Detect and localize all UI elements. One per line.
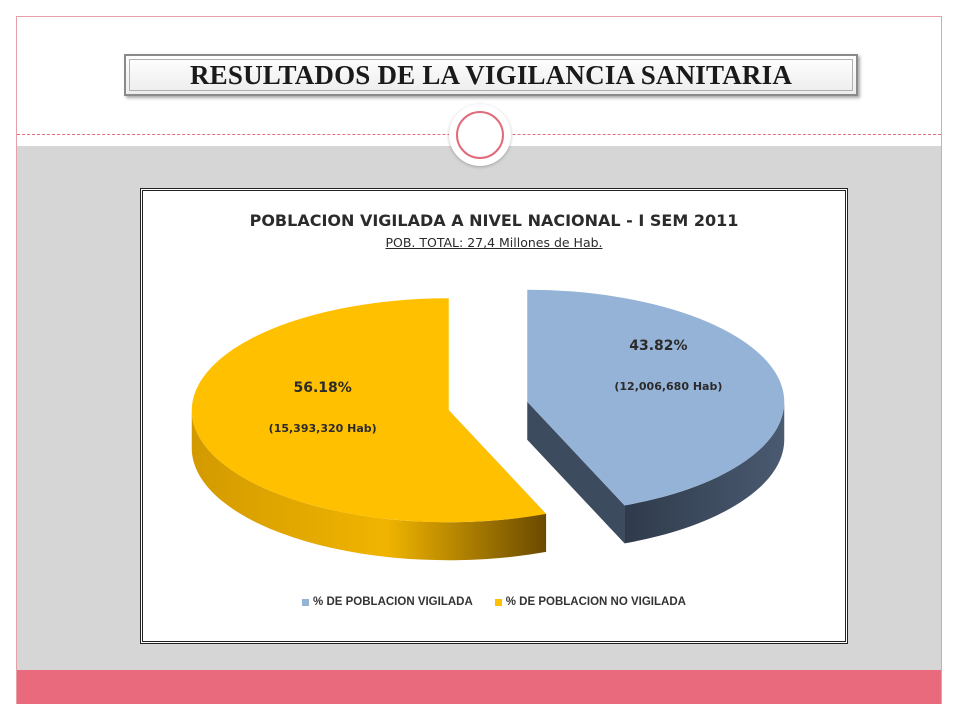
pie-chart: 43.82% (12,006,680 Hab) 56.18% (15,393,320 … <box>191 289 785 561</box>
slide-title: RESULTADOS DE LA VIGILANCIA SANITARIA <box>189 59 793 90</box>
circle-ring <box>456 111 504 159</box>
chart-container: POBLACION VIGILADA A NIVEL NACIONAL - I … <box>140 188 848 644</box>
slice-value-label-0: 43.82% <box>629 338 687 354</box>
legend-label-no-vigilada: % DE POBLACION NO VIGILADA <box>505 596 686 608</box>
slice-population-label-1: (15,393,320 Hab) <box>269 422 377 435</box>
pie-slice-side-0 <box>624 401 785 544</box>
legend-item-no-vigilada: % DE POBLACION NO VIGILADA <box>494 596 686 608</box>
legend-swatch-no-vigilada <box>494 598 502 606</box>
chart-title: POBLACION VIGILADA A NIVEL NACIONAL - I … <box>249 211 739 230</box>
circle-ornament <box>449 104 511 166</box>
slice-population-label-0: (12,006,680 Hab) <box>614 380 722 393</box>
footer-band <box>17 670 941 704</box>
chart-subtitle: POB. TOTAL: 27,4 Millones de Hab. <box>385 235 603 250</box>
slice-value-label-1: 56.18% <box>294 380 352 396</box>
slide-title-box: RESULTADOS DE LA VIGILANCIA SANITARIA <box>124 54 858 96</box>
pie-slice-side-1 <box>191 410 547 561</box>
legend-label-vigilada: % DE POBLACION VIGILADA <box>313 596 473 608</box>
pie-slice-wall-0-1 <box>527 401 625 544</box>
pie-slice-top-0 <box>527 289 785 506</box>
legend-swatch-vigilada <box>302 598 310 606</box>
chart-legend: % DE POBLACION VIGILADA % DE POBLACION N… <box>143 596 845 608</box>
legend-item-vigilada: % DE POBLACION VIGILADA <box>302 596 473 608</box>
pie-slice-top-1 <box>191 298 547 523</box>
